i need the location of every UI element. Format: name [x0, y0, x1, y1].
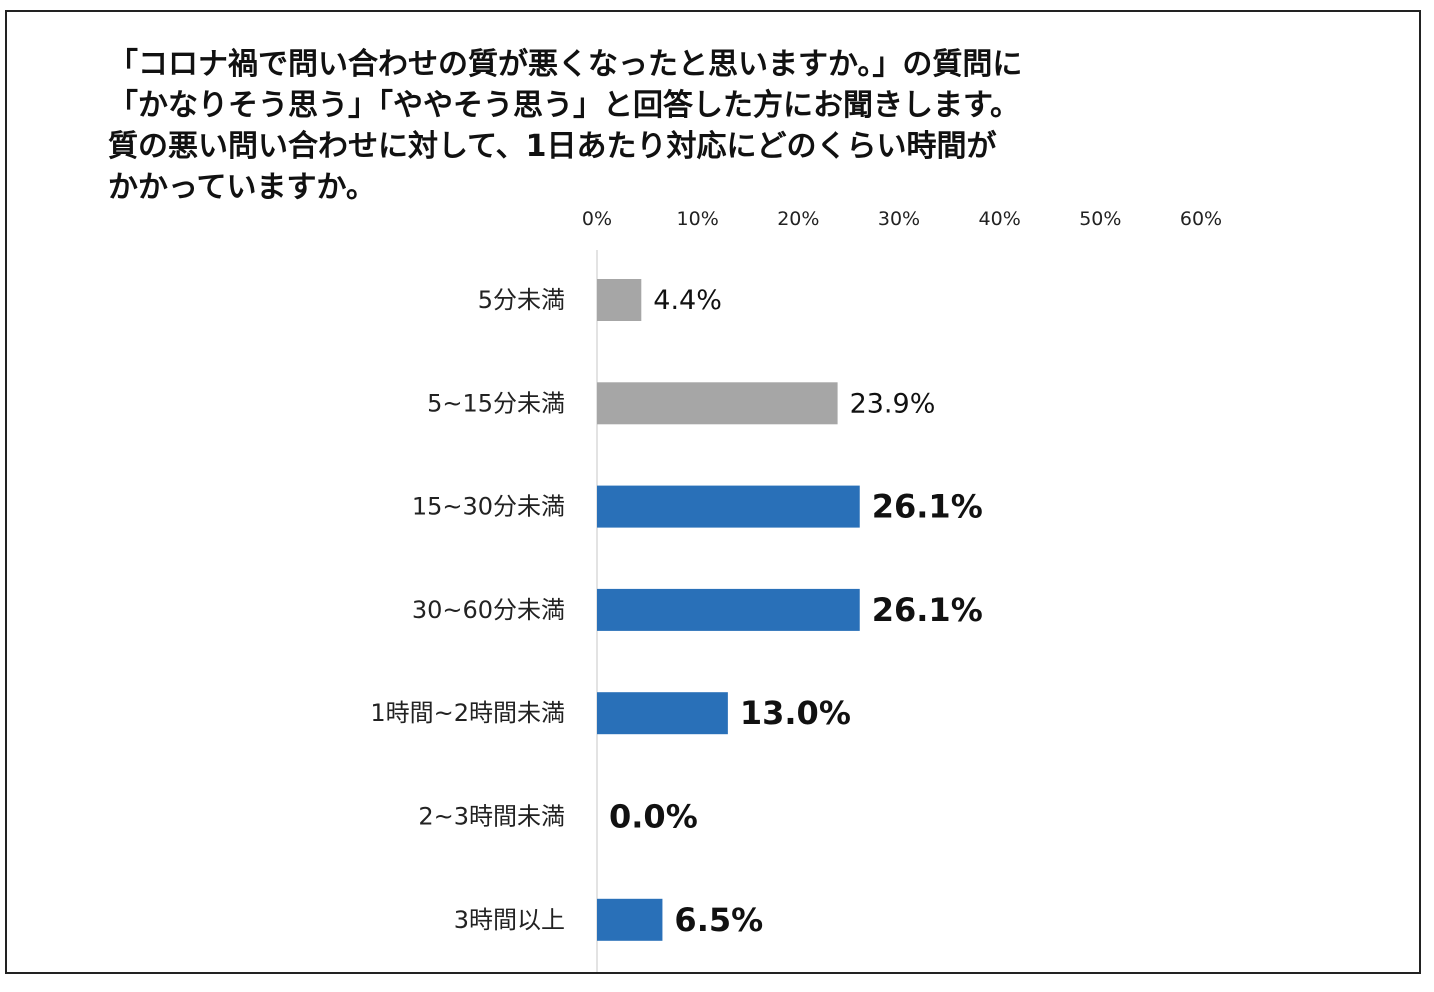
category-label: 15~30分未満: [412, 493, 565, 521]
x-tick-label: 10%: [677, 208, 719, 230]
value-label: 26.1%: [872, 591, 983, 629]
category-label: 1時間~2時間未満: [370, 699, 565, 727]
bar: [597, 279, 642, 321]
category-label: 5~15分未満: [427, 389, 565, 417]
bar: [597, 588, 860, 631]
bar: [597, 382, 838, 425]
bar: [597, 898, 663, 941]
x-tick-label: 60%: [1180, 208, 1222, 230]
title-line: かかっていますか。: [108, 170, 376, 205]
value-label: 0.0%: [609, 798, 698, 836]
title-line: 質の悪い問い合わせに対して、1日あたり対応にどのくらい時間が: [108, 129, 997, 164]
category-label: 2~3時間未満: [418, 803, 565, 831]
value-label: 4.4%: [653, 285, 722, 316]
chart-frame: [5, 10, 1421, 974]
x-tick-label: 30%: [878, 208, 920, 230]
title-line: 「かなりそう思う」「ややそう思う」と回答した方にお聞きします。: [108, 88, 1020, 123]
value-label: 26.1%: [872, 488, 983, 526]
value-label: 23.9%: [850, 388, 936, 419]
value-label: 6.5%: [674, 901, 763, 939]
title-line: 「コロナ禍で問い合わせの質が悪くなったと思いますか。」の質問に: [108, 47, 1023, 82]
bar: [597, 692, 728, 735]
bar: [597, 485, 860, 528]
x-tick-label: 40%: [979, 208, 1021, 230]
chart-title: 「コロナ禍で問い合わせの質が悪くなったと思いますか。」の質問に 「かなりそう思う…: [108, 44, 1288, 208]
x-tick-label: 0%: [582, 208, 612, 230]
x-tick-label: 50%: [1079, 208, 1121, 230]
value-label: 13.0%: [740, 694, 851, 732]
category-label: 30~60分未満: [412, 596, 565, 624]
x-tick-label: 20%: [777, 208, 819, 230]
category-label: 3時間以上: [454, 906, 565, 934]
category-label: 5分未満: [478, 286, 565, 314]
